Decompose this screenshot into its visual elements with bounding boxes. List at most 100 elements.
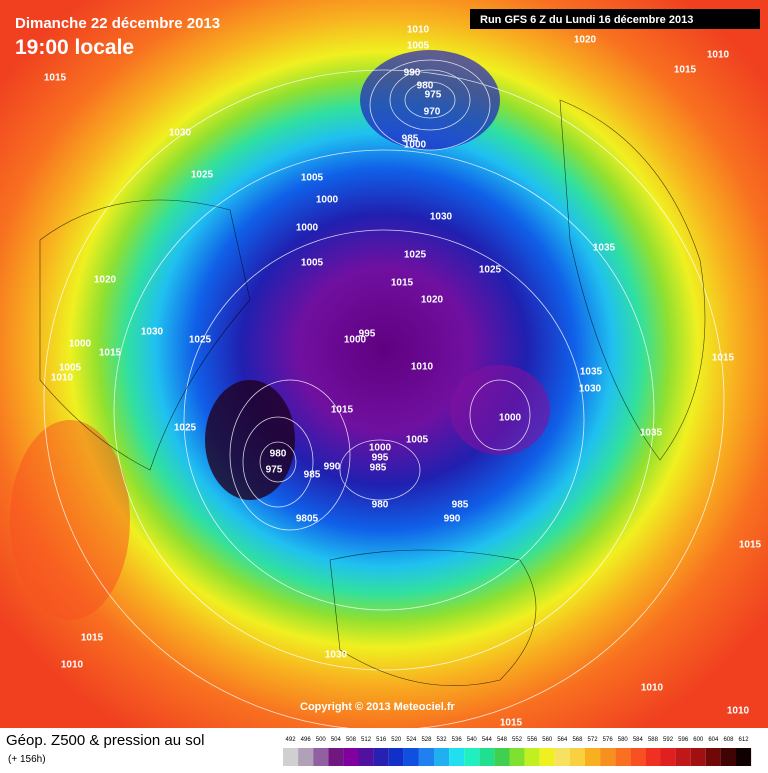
isobar-label: 1015 <box>81 633 104 644</box>
isobar-label: 990 <box>324 462 341 473</box>
isobar-label: 1025 <box>191 170 214 181</box>
isobar-label: 1005 <box>406 435 429 446</box>
scale-label: 496 <box>301 737 312 743</box>
isobar-label: 970 <box>424 107 441 118</box>
isobar-label: 1000 <box>69 339 92 350</box>
isobar-label: 1015 <box>391 278 414 289</box>
scale-swatch <box>554 748 570 766</box>
isobar-label: 1005 <box>301 258 324 269</box>
isobar-label: 975 <box>266 465 283 476</box>
isobar-label: 9805 <box>296 514 319 525</box>
scale-label: 500 <box>316 737 327 743</box>
scale-swatch <box>494 748 510 766</box>
scale-swatch <box>464 748 480 766</box>
scale-label: 584 <box>633 737 644 743</box>
scale-label: 552 <box>512 737 523 743</box>
isobar-label: 1015 <box>99 348 122 359</box>
scale-swatch <box>434 748 450 766</box>
scale-swatch <box>539 748 555 766</box>
scale-label: 592 <box>663 737 674 743</box>
scale-swatch <box>569 748 585 766</box>
run-box <box>470 9 760 29</box>
isobar-label: 1010 <box>61 660 84 671</box>
isobar-label: 1000 <box>499 413 522 424</box>
isobar-label: 1025 <box>479 265 502 276</box>
isobar-label: 1025 <box>174 423 197 434</box>
isobar-label: 985 <box>370 463 387 474</box>
scale-label: 540 <box>467 737 478 743</box>
scale-swatch <box>403 748 419 766</box>
scale-label: 520 <box>391 737 402 743</box>
scale-swatch <box>690 748 706 766</box>
isobar-label: 980 <box>417 81 434 92</box>
isobar-label: 990 <box>404 68 421 79</box>
scale-label: 560 <box>542 737 553 743</box>
isobar-label: 1030 <box>325 650 348 661</box>
isobar-label: 980 <box>372 500 389 511</box>
isobar-label: 1020 <box>574 35 597 46</box>
isobar-label: 1000 <box>369 443 392 454</box>
scale-label: 524 <box>406 737 417 743</box>
scale-swatch <box>705 748 721 766</box>
scale-label: 564 <box>557 737 568 743</box>
scale-swatch <box>675 748 691 766</box>
isobar-label: 1030 <box>141 327 164 338</box>
scale-label: 548 <box>497 737 508 743</box>
scale-label: 556 <box>527 737 538 743</box>
scale-label: 596 <box>678 737 689 743</box>
scale-label: 528 <box>421 737 432 743</box>
isobar-label: 1010 <box>407 25 430 36</box>
isobar-label: 1010 <box>727 706 750 717</box>
scale-swatch <box>328 748 344 766</box>
copyright: Copyright © 2013 Meteociel.fr <box>300 701 456 713</box>
isobar-label: 1015 <box>739 540 762 551</box>
isobar-label: 1020 <box>421 295 444 306</box>
isobar-label: 1015 <box>674 65 697 76</box>
scale-label: 580 <box>618 737 629 743</box>
map <box>0 0 768 728</box>
scale-label: 516 <box>376 737 387 743</box>
scale-swatch <box>418 748 434 766</box>
isobar-label: 1030 <box>169 128 192 139</box>
scale-label: 572 <box>588 737 599 743</box>
scale-label: 512 <box>361 737 372 743</box>
isobar-label: 1005 <box>59 363 82 374</box>
scale-label: 544 <box>482 737 493 743</box>
scale-label: 532 <box>437 737 448 743</box>
scale-label: 508 <box>346 737 357 743</box>
scale-swatch <box>736 748 752 766</box>
scale-swatch <box>660 748 676 766</box>
isobar-label: 995 <box>372 453 389 464</box>
isobar-label: 1000 <box>316 195 339 206</box>
isobar-label: 975 <box>425 90 442 101</box>
footer-lead: (+ 156h) <box>8 754 46 765</box>
isobar-label: 1010 <box>707 50 730 61</box>
footer-title: Géop. Z500 & pression au sol <box>6 732 204 749</box>
scale-label: 604 <box>708 737 719 743</box>
isobar-label: 1020 <box>94 275 117 286</box>
isobar-label: 990 <box>444 514 461 525</box>
isobar-label: 985 <box>402 134 419 145</box>
isobar-label: 1010 <box>51 373 74 384</box>
isobar-label: 1015 <box>712 353 735 364</box>
isobar-label: 980 <box>270 449 287 460</box>
scale-label: 536 <box>452 737 463 743</box>
scale-label: 504 <box>331 737 342 743</box>
isobar-label: 1005 <box>407 41 430 52</box>
isobar-label: 1000 <box>344 335 367 346</box>
isobar-label: 1035 <box>640 428 663 439</box>
scale-label: 588 <box>648 737 659 743</box>
scale-label: 600 <box>693 737 704 743</box>
run-info: Run GFS 6 Z du Lundi 16 décembre 2013 <box>480 14 693 26</box>
scale-swatch <box>373 748 389 766</box>
valid-time: 19:00 locale <box>15 36 134 59</box>
scale-swatch <box>313 748 329 766</box>
scale-label: 568 <box>572 737 583 743</box>
scale-swatch <box>298 748 314 766</box>
scale-label: 492 <box>286 737 297 743</box>
isobar-label: 1035 <box>580 367 603 378</box>
isobar-label: 1010 <box>641 683 664 694</box>
isobar-label: 1005 <box>301 173 324 184</box>
scale-swatch <box>358 748 374 766</box>
